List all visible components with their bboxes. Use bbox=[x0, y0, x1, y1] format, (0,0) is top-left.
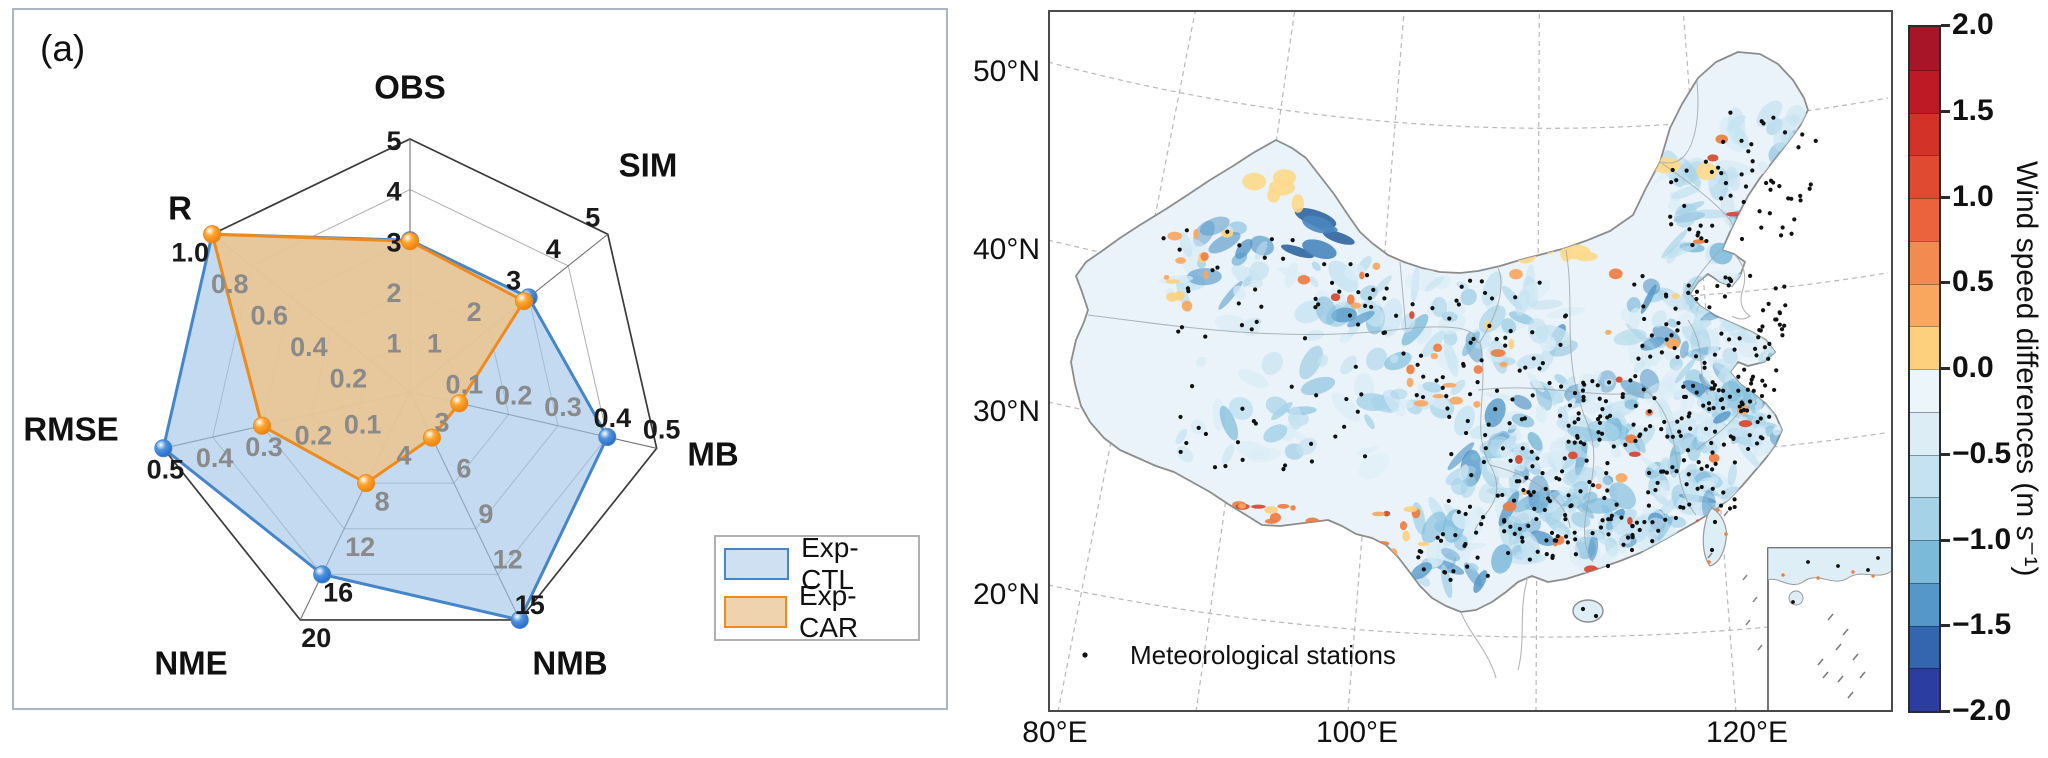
svg-text:SIM: SIM bbox=[619, 147, 678, 184]
svg-text:0.1: 0.1 bbox=[446, 369, 484, 399]
colorbar-ticklabel-2.0: 2.0 bbox=[1952, 8, 1994, 41]
lat-label-30°N: 30°N bbox=[972, 395, 1040, 428]
svg-text:1: 1 bbox=[386, 329, 401, 359]
svg-text:2: 2 bbox=[467, 297, 482, 327]
colorbar-segment bbox=[1910, 326, 1939, 369]
colorbar bbox=[1908, 25, 1941, 713]
svg-text:OBS: OBS bbox=[374, 69, 446, 106]
svg-text:0.5: 0.5 bbox=[643, 414, 681, 444]
colorbar-segment bbox=[1910, 198, 1939, 241]
svg-text:0.2: 0.2 bbox=[295, 421, 333, 451]
lat-label-50°N: 50°N bbox=[972, 55, 1040, 88]
exp-car-swatch bbox=[724, 596, 787, 628]
svg-text:12: 12 bbox=[493, 544, 523, 574]
colorbar-segment bbox=[1910, 625, 1939, 669]
svg-text:3: 3 bbox=[434, 408, 449, 438]
svg-text:12: 12 bbox=[345, 532, 375, 562]
svg-text:9: 9 bbox=[478, 499, 493, 529]
svg-text:8: 8 bbox=[375, 486, 390, 516]
colorbar-tickmark bbox=[1941, 109, 1950, 113]
lon-label-100°E: 100°E bbox=[1315, 716, 1399, 749]
colorbar-ticklabel-−1.5: −1.5 bbox=[1952, 608, 2012, 642]
svg-text:1.0: 1.0 bbox=[171, 237, 209, 267]
colorbar-ticklabel-0.5: 0.5 bbox=[1952, 265, 1994, 299]
stations-legend-label: Meteorological stations bbox=[1130, 640, 1396, 670]
panel-a: (a) 1 2 3 4 5 1 2 3 4 5 0.1 0.2 0.3 0.4 0.5 3 6 9 12 15 4 8 12… bbox=[12, 8, 948, 710]
panel-a-label: (a) bbox=[40, 28, 86, 69]
colorbar-segment bbox=[1910, 582, 1939, 626]
svg-text:NME: NME bbox=[154, 645, 227, 682]
svg-text:0.3: 0.3 bbox=[544, 392, 582, 422]
colorbar-ticklabel-1.0: 1.0 bbox=[1952, 179, 1994, 213]
colorbar-segment bbox=[1910, 27, 1939, 70]
colorbar-segment bbox=[1910, 155, 1939, 198]
svg-text:5: 5 bbox=[585, 202, 600, 232]
colorbar-tickmark bbox=[1941, 452, 1950, 456]
svg-text:R: R bbox=[168, 190, 192, 227]
colorbar-segment bbox=[1910, 240, 1939, 284]
svg-text:0.4: 0.4 bbox=[594, 403, 632, 433]
colorbar-tickmark bbox=[1941, 624, 1950, 628]
svg-text:3: 3 bbox=[386, 227, 401, 257]
colorbar-segment bbox=[1910, 283, 1939, 327]
colorbar-ticklabel-−2.0: −2.0 bbox=[1952, 694, 2012, 727]
exp-car-label: Exp-CAR bbox=[798, 580, 859, 643]
svg-text:20: 20 bbox=[301, 623, 331, 653]
svg-text:RMSE: RMSE bbox=[23, 411, 118, 448]
exp-ctl-swatch bbox=[724, 548, 790, 580]
legend-item-exp-ctl: Exp-CTL bbox=[724, 532, 910, 595]
svg-text:0.4: 0.4 bbox=[196, 443, 234, 473]
svg-text:0.1: 0.1 bbox=[344, 409, 382, 439]
colorbar-ticklabel-−0.5: −0.5 bbox=[1952, 436, 2012, 470]
radar-legend: Exp-CTL Exp-CAR bbox=[714, 532, 920, 643]
colorbar-tickmark bbox=[1941, 710, 1950, 713]
svg-text:5: 5 bbox=[386, 126, 401, 156]
svg-text:MB: MB bbox=[687, 436, 738, 473]
svg-text:0.6: 0.6 bbox=[251, 300, 289, 330]
colorbar-segment bbox=[1910, 369, 1939, 412]
china-map: Meteorological stations bbox=[1048, 10, 1894, 713]
colorbar-tickmark bbox=[1941, 24, 1950, 27]
colorbar-segment bbox=[1910, 69, 1939, 113]
colorbar-ticklabel-1.5: 1.5 bbox=[1952, 93, 1994, 127]
svg-text:4: 4 bbox=[546, 234, 561, 264]
colorbar-tickmark bbox=[1941, 538, 1950, 542]
svg-text:0.8: 0.8 bbox=[211, 269, 249, 299]
map-panel: Meteorological stations bbox=[1048, 10, 1894, 713]
svg-text:0.4: 0.4 bbox=[290, 332, 328, 362]
svg-text:6: 6 bbox=[456, 453, 471, 483]
svg-text:2: 2 bbox=[386, 278, 401, 308]
colorbar-ticklabel-−1.0: −1.0 bbox=[1952, 522, 2012, 556]
svg-text:4: 4 bbox=[386, 177, 401, 207]
svg-text:0.3: 0.3 bbox=[245, 432, 283, 462]
colorbar-tickmark bbox=[1941, 281, 1950, 285]
lon-label-120°E: 120°E bbox=[1705, 716, 1789, 749]
lat-label-20°N: 20°N bbox=[972, 578, 1040, 611]
svg-text:16: 16 bbox=[323, 577, 353, 607]
svg-text:0.5: 0.5 bbox=[147, 454, 185, 484]
svg-text:3: 3 bbox=[506, 265, 521, 295]
colorbar-segment bbox=[1910, 497, 1939, 540]
svg-text:NMB: NMB bbox=[532, 645, 607, 682]
exp-ctl-label: Exp-CTL bbox=[801, 532, 859, 595]
svg-text:1: 1 bbox=[427, 329, 442, 359]
svg-text:4: 4 bbox=[397, 441, 412, 471]
colorbar-ticklabel-0.0: 0.0 bbox=[1952, 351, 1994, 384]
svg-text:0.2: 0.2 bbox=[330, 364, 368, 394]
legend-item-exp-car: Exp-CAR bbox=[724, 580, 910, 643]
colorbar-title: Wind speed differences (m s⁻¹) bbox=[2010, 161, 2043, 577]
colorbar-segment bbox=[1910, 454, 1939, 498]
lat-label-40°N: 40°N bbox=[972, 233, 1040, 266]
colorbar-tickmark bbox=[1941, 195, 1950, 199]
svg-text:15: 15 bbox=[515, 590, 545, 620]
colorbar-segment bbox=[1910, 112, 1939, 156]
colorbar-tickmark bbox=[1941, 367, 1950, 370]
colorbar-segment bbox=[1910, 411, 1939, 455]
lon-label-80°E: 80°E bbox=[1022, 716, 1088, 749]
svg-text:0.2: 0.2 bbox=[495, 381, 533, 411]
colorbar-segment bbox=[1910, 668, 1939, 711]
colorbar-segment bbox=[1910, 540, 1939, 583]
